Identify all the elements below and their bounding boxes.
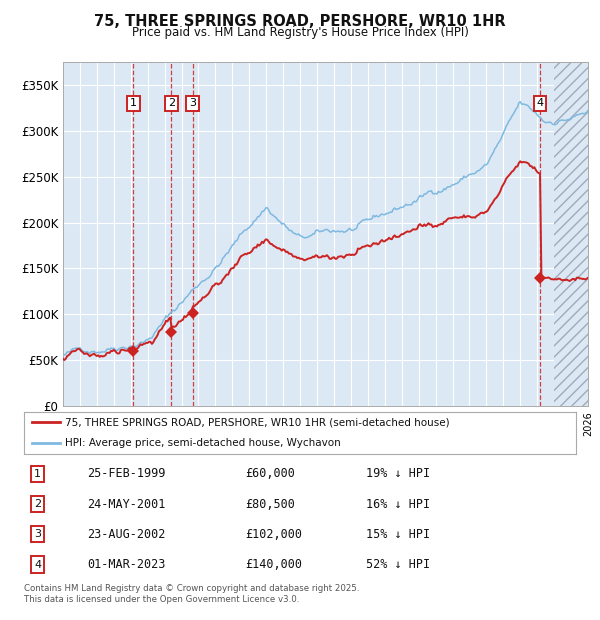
Text: 75, THREE SPRINGS ROAD, PERSHORE, WR10 1HR (semi-detached house): 75, THREE SPRINGS ROAD, PERSHORE, WR10 1… <box>65 417 450 427</box>
Text: 1: 1 <box>130 99 137 108</box>
Text: 24-MAY-2001: 24-MAY-2001 <box>88 498 166 511</box>
Text: 2: 2 <box>34 499 41 509</box>
Text: 23-AUG-2002: 23-AUG-2002 <box>88 528 166 541</box>
Text: Price paid vs. HM Land Registry's House Price Index (HPI): Price paid vs. HM Land Registry's House … <box>131 26 469 39</box>
Text: 25-FEB-1999: 25-FEB-1999 <box>88 467 166 481</box>
Text: 52% ↓ HPI: 52% ↓ HPI <box>366 558 430 571</box>
Text: 01-MAR-2023: 01-MAR-2023 <box>88 558 166 571</box>
Text: Contains HM Land Registry data © Crown copyright and database right 2025.: Contains HM Land Registry data © Crown c… <box>24 584 359 593</box>
Text: 19% ↓ HPI: 19% ↓ HPI <box>366 467 430 481</box>
Text: £80,500: £80,500 <box>245 498 295 511</box>
Text: £60,000: £60,000 <box>245 467 295 481</box>
Text: 4: 4 <box>34 560 41 570</box>
Text: 4: 4 <box>536 99 544 108</box>
Text: £102,000: £102,000 <box>245 528 302 541</box>
Text: 16% ↓ HPI: 16% ↓ HPI <box>366 498 430 511</box>
Text: HPI: Average price, semi-detached house, Wychavon: HPI: Average price, semi-detached house,… <box>65 438 341 448</box>
Text: 75, THREE SPRINGS ROAD, PERSHORE, WR10 1HR: 75, THREE SPRINGS ROAD, PERSHORE, WR10 1… <box>94 14 506 29</box>
Text: 2: 2 <box>168 99 175 108</box>
Text: 15% ↓ HPI: 15% ↓ HPI <box>366 528 430 541</box>
Text: 3: 3 <box>189 99 196 108</box>
Text: 3: 3 <box>34 529 41 539</box>
Text: £140,000: £140,000 <box>245 558 302 571</box>
Text: This data is licensed under the Open Government Licence v3.0.: This data is licensed under the Open Gov… <box>24 595 299 604</box>
Bar <box>554 62 588 406</box>
Text: 1: 1 <box>34 469 41 479</box>
